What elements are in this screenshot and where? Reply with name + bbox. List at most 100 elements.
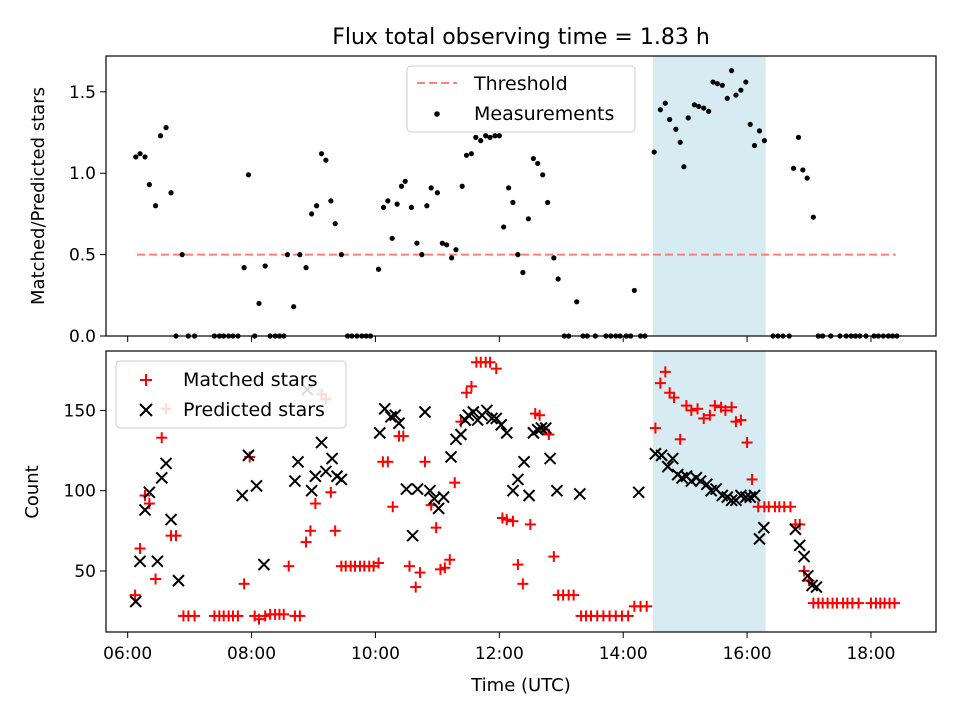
measurement-point-21 bbox=[256, 300, 262, 307]
measurement-point-72 bbox=[510, 199, 516, 206]
measurement-point-45 bbox=[380, 204, 387, 210]
predicted-point-26-b bbox=[389, 409, 402, 422]
predicted-point-5 bbox=[155, 471, 168, 485]
predicted-point-41-b bbox=[467, 405, 480, 419]
matched-point-31 bbox=[304, 525, 316, 537]
predicted-point-63-b bbox=[661, 460, 675, 473]
measurement-point-120 bbox=[761, 138, 768, 144]
measurement-point-19 bbox=[245, 172, 252, 178]
measurement-point-33 bbox=[318, 151, 325, 157]
predicted-point-5-b bbox=[155, 471, 168, 485]
predicted-point-16-b bbox=[305, 484, 318, 497]
predicted-point-14-b bbox=[291, 455, 305, 469]
predicted-point-60 bbox=[632, 486, 645, 499]
measurement-point-55 bbox=[428, 185, 434, 191]
predicted-point-41 bbox=[467, 405, 480, 419]
predicted-point-36 bbox=[444, 450, 458, 464]
measurement-point-57 bbox=[439, 240, 445, 246]
measurement-point-84 bbox=[574, 299, 580, 305]
measurement-point-48 bbox=[394, 201, 400, 207]
predicted-point-29 bbox=[406, 529, 419, 542]
predicted-point-22-b bbox=[335, 473, 348, 486]
bottom-panel: 50 100 150 06:00 08:00 10:00 12:00 14:00 16:00 18… bbox=[22, 350, 937, 696]
matched-point-79 bbox=[548, 551, 560, 563]
matched-point-5 bbox=[156, 432, 168, 444]
measurement-point-29 bbox=[297, 252, 303, 258]
bottom-plot-content bbox=[129, 351, 900, 632]
measurement-point-75 bbox=[525, 216, 532, 222]
predicted-point-17-b bbox=[309, 470, 322, 483]
predicted-point-9-b bbox=[236, 489, 249, 502]
measurement-point-128 bbox=[804, 175, 810, 181]
predicted-point-8 bbox=[172, 574, 185, 587]
predicted-point-45 bbox=[485, 412, 499, 425]
legend-measurements-marker bbox=[434, 111, 440, 117]
predicted-point-11-b bbox=[250, 479, 263, 493]
measurement-point-35 bbox=[328, 198, 334, 204]
measurement-point-81 bbox=[555, 276, 561, 282]
matched-point-17 bbox=[232, 610, 244, 622]
predicted-point-24-b bbox=[378, 402, 391, 416]
predicted-point-1 bbox=[133, 555, 147, 568]
matched-point-32 bbox=[309, 498, 321, 510]
bottom-xtick-label-2: 10:00 bbox=[351, 644, 400, 664]
predicted-point-26 bbox=[389, 409, 402, 422]
top-ytick-label-0: 0.0 bbox=[69, 327, 96, 347]
measurement-point-117 bbox=[747, 121, 753, 127]
matched-point-98 bbox=[659, 366, 671, 378]
matched-point-53 bbox=[414, 567, 426, 579]
measurement-point-115 bbox=[738, 87, 744, 93]
matched-point-121 bbox=[784, 501, 796, 513]
measurement-point-94 bbox=[631, 287, 637, 294]
predicted-point-18 bbox=[315, 436, 328, 449]
predicted-point-28 bbox=[400, 482, 413, 496]
predicted-point-83-b bbox=[757, 521, 771, 534]
predicted-point-8-b bbox=[172, 574, 185, 587]
measurement-point-105 bbox=[691, 102, 698, 108]
measurement-point-113 bbox=[728, 68, 735, 74]
predicted-point-87 bbox=[801, 569, 814, 583]
measurement-point-7 bbox=[168, 190, 174, 196]
legend-matched-marker bbox=[140, 374, 152, 386]
predicted-point-63 bbox=[661, 460, 675, 473]
matched-point-107 bbox=[709, 400, 721, 412]
measurement-point-62 bbox=[463, 152, 470, 158]
measurement-point-77 bbox=[535, 160, 541, 167]
predicted-point-48 bbox=[500, 426, 513, 440]
predicted-point-47 bbox=[494, 418, 508, 432]
top-y-axis-label: Matched/Predicted stars bbox=[28, 87, 49, 305]
predicted-point-58-b bbox=[550, 484, 564, 497]
matched-point-29 bbox=[294, 610, 306, 622]
matched-point-113 bbox=[741, 437, 753, 449]
predicted-point-62 bbox=[655, 449, 668, 462]
measurement-point-65 bbox=[478, 138, 484, 144]
predicted-point-12 bbox=[257, 558, 271, 571]
predicted-point-32 bbox=[423, 484, 437, 497]
measurement-point-52 bbox=[414, 240, 420, 246]
measurement-point-129 bbox=[810, 214, 816, 220]
matched-point-103 bbox=[685, 404, 697, 416]
predicted-point-14 bbox=[291, 455, 305, 469]
predicted-point-76-b bbox=[725, 494, 738, 507]
measurement-point-63 bbox=[468, 151, 475, 157]
measurement-point-37 bbox=[338, 252, 344, 258]
measurement-point-54 bbox=[424, 203, 430, 209]
predicted-point-11 bbox=[250, 479, 263, 493]
predicted-point-30 bbox=[411, 482, 424, 496]
legend-threshold-label: Threshold bbox=[473, 73, 568, 95]
matched-point-83 bbox=[568, 589, 580, 601]
predicted-point-2 bbox=[138, 503, 152, 517]
measurement-point-103 bbox=[681, 164, 687, 170]
measurement-point-50 bbox=[402, 178, 408, 184]
legend-predicted-marker bbox=[139, 403, 153, 417]
predicted-point-23-b bbox=[373, 426, 386, 440]
bottom-legend-box bbox=[115, 360, 347, 429]
top-plot-content bbox=[133, 56, 900, 339]
legend-predicted-x-b bbox=[139, 403, 153, 417]
predicted-point-85-b bbox=[793, 539, 806, 552]
predicted-point-87-b bbox=[801, 569, 814, 583]
measurement-point-58 bbox=[444, 242, 450, 248]
measurement-point-112 bbox=[724, 95, 730, 101]
predicted-point-82-b bbox=[753, 532, 766, 546]
matched-point-104 bbox=[692, 403, 704, 415]
